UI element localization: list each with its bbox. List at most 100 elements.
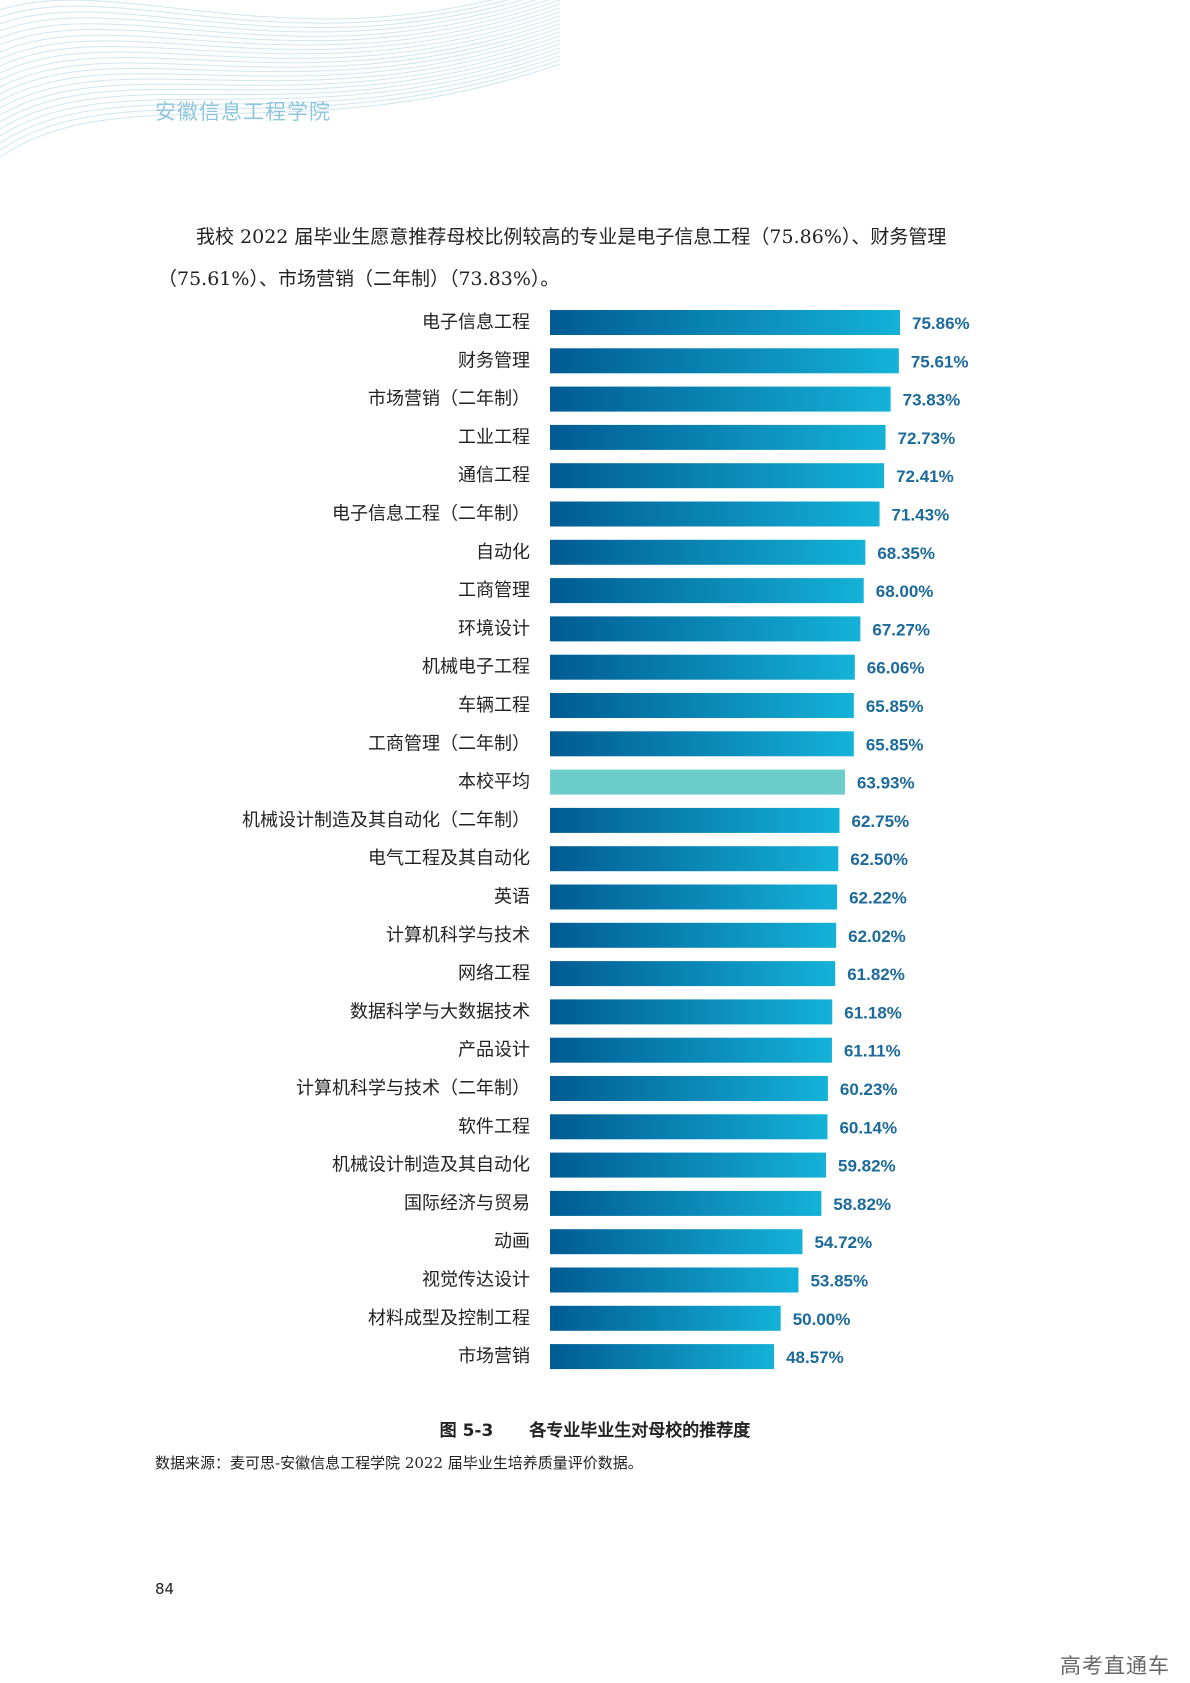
category-label: 英语 <box>494 887 530 908</box>
bar <box>550 922 837 948</box>
category-label: 机械设计制造及其自动化 <box>332 1155 530 1176</box>
decoration-curve <box>0 0 494 20</box>
decoration-curve <box>0 47 560 130</box>
decoration-curve <box>0 0 560 46</box>
category-label: 产品设计 <box>458 1040 530 1061</box>
bar <box>550 961 836 987</box>
data-source-note: 数据来源：麦可思-安徽信息工程学院 2022 届毕业生培养质量评价数据。 <box>155 1454 643 1472</box>
value-label: 60.14% <box>839 1118 897 1137</box>
bar <box>550 578 864 604</box>
value-label: 73.83% <box>903 391 961 410</box>
decoration-curve <box>0 0 550 39</box>
decoration-curve <box>0 19 560 81</box>
value-label: 59.82% <box>838 1157 896 1176</box>
value-label: 71.43% <box>892 506 950 525</box>
category-label: 本校平均 <box>458 772 530 793</box>
decoration-curve <box>0 23 560 88</box>
value-label: 62.22% <box>849 889 907 908</box>
decoration-curve <box>0 63 560 158</box>
category-label: 动画 <box>494 1231 530 1252</box>
figure-number: 图 5-3 <box>439 1421 494 1441</box>
bar <box>550 424 886 450</box>
value-label: 72.41% <box>896 467 954 486</box>
bar <box>550 348 899 374</box>
category-label: 工商管理 <box>458 580 530 601</box>
value-label: 61.82% <box>847 965 905 984</box>
bar <box>550 731 854 757</box>
decoration-curve <box>0 0 537 33</box>
figure-title: 各专业毕业生对母校的推荐度 <box>529 1421 751 1441</box>
header-school-name: 安徽信息工程学院 <box>155 100 331 124</box>
value-label: 65.85% <box>866 697 924 716</box>
decoration-curve <box>0 27 560 95</box>
category-label: 机械设计制造及其自动化（二年制） <box>242 810 530 831</box>
category-label: 财务管理 <box>458 350 530 371</box>
value-label: 68.35% <box>877 544 935 563</box>
value-label: 61.18% <box>844 1003 902 1022</box>
bar <box>550 1076 828 1101</box>
bar <box>550 884 838 910</box>
decoration-curve <box>0 31 560 102</box>
average-bar <box>550 769 845 795</box>
value-label: 62.75% <box>852 812 910 831</box>
page-number: 84 <box>155 1580 175 1598</box>
category-label: 机械电子工程 <box>422 657 530 678</box>
figure-caption: 图 5-3 各专业毕业生对母校的推荐度 <box>0 1416 1190 1441</box>
bar <box>550 1037 832 1063</box>
value-label: 54.72% <box>814 1233 872 1252</box>
bar <box>550 1114 828 1140</box>
header-wave-decoration <box>0 0 560 158</box>
category-label: 车辆工程 <box>458 695 530 716</box>
category-label: 视觉传达设计 <box>422 1270 530 1291</box>
decoration-curve <box>0 39 560 116</box>
category-label: 计算机科学与技术 <box>386 925 530 946</box>
category-label: 自动化 <box>476 542 530 563</box>
category-label: 软件工程 <box>458 1116 530 1137</box>
category-label: 市场营销 <box>458 1346 530 1367</box>
value-label: 67.27% <box>872 620 930 639</box>
bar <box>550 616 861 642</box>
category-label: 电子信息工程 <box>422 312 530 333</box>
value-label: 62.50% <box>850 850 908 869</box>
value-label: 75.86% <box>912 314 970 333</box>
value-label: 62.02% <box>848 927 906 946</box>
bar <box>550 1344 775 1370</box>
value-label: 75.61% <box>911 352 969 371</box>
bar <box>550 1229 803 1255</box>
bar <box>550 539 866 565</box>
value-label: 50.00% <box>793 1310 851 1329</box>
decoration-curve <box>0 7 560 60</box>
category-label: 通信工程 <box>458 465 530 486</box>
value-label: 66.06% <box>867 659 925 678</box>
bar <box>550 1152 826 1178</box>
decoration-curve <box>0 11 560 67</box>
bar <box>550 846 839 872</box>
decoration-curve <box>0 0 524 29</box>
decoration-curve <box>0 59 560 151</box>
decoration-curve <box>0 51 560 137</box>
category-label: 数据科学与大数据技术 <box>350 1001 530 1022</box>
bar <box>550 654 855 680</box>
category-label: 材料成型及控制工程 <box>368 1308 530 1329</box>
category-label: 市场营销（二年制） <box>368 389 530 410</box>
category-label: 工商管理（二年制） <box>368 733 530 754</box>
bar <box>550 386 891 412</box>
bar <box>550 501 880 527</box>
category-label: 环境设计 <box>458 618 530 639</box>
bar <box>550 999 833 1025</box>
decoration-curve <box>0 55 560 144</box>
bar <box>550 807 840 833</box>
intro-paragraph: 我校 2022 届毕业生愿意推荐母校比例较高的专业是电子信息工程（75.86%）… <box>158 226 947 290</box>
value-label: 63.93% <box>857 774 915 793</box>
decoration-curve <box>0 0 509 24</box>
bar <box>550 310 900 335</box>
category-label: 电子信息工程（二年制） <box>332 504 530 525</box>
value-label: 61.11% <box>844 1042 901 1061</box>
value-label: 72.73% <box>898 429 956 448</box>
category-label: 计算机科学与技术（二年制） <box>296 1078 530 1099</box>
value-label: 68.00% <box>876 582 934 601</box>
decoration-curve <box>0 43 560 123</box>
category-label: 国际经济与贸易 <box>404 1193 530 1214</box>
value-label: 53.85% <box>810 1272 868 1291</box>
category-label: 网络工程 <box>458 963 530 984</box>
